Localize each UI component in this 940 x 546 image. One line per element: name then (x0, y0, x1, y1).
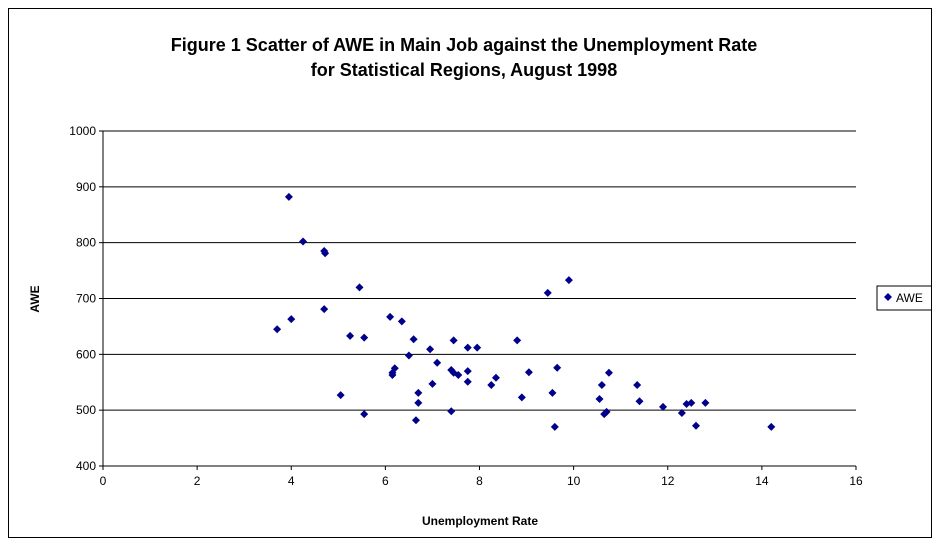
data-point (336, 391, 345, 400)
data-point (602, 407, 611, 416)
y-tick-label: 900 (76, 180, 96, 194)
data-point (284, 192, 293, 201)
data-point (411, 416, 420, 425)
x-tick-label: 12 (661, 474, 675, 488)
data-point (463, 343, 472, 352)
data-point (397, 317, 406, 326)
data-point (635, 397, 644, 406)
data-point (687, 398, 696, 407)
data-point (447, 407, 456, 416)
x-tick-label: 4 (288, 474, 295, 488)
data-point (390, 364, 399, 373)
data-point (553, 363, 562, 372)
data-point (360, 410, 369, 419)
scatter-chart: Figure 1 Scatter of AWE in Main Job agai… (28, 35, 931, 528)
data-point (433, 358, 442, 367)
y-tick-label: 700 (76, 292, 96, 306)
data-point (543, 288, 552, 297)
data-point (463, 377, 472, 386)
data-point (604, 368, 613, 377)
y-tick-label: 1000 (69, 124, 96, 138)
data-point (414, 398, 423, 407)
y-tick-label: 500 (76, 403, 96, 417)
data-point (404, 351, 413, 360)
data-point (517, 393, 526, 402)
y-tick-label: 800 (76, 236, 96, 250)
legend-marker (884, 293, 892, 301)
data-point (595, 395, 604, 403)
y-axis-ticks: 400 500 600 700 800 900 1000 (69, 124, 103, 473)
data-point (487, 381, 496, 390)
data-point (513, 336, 522, 345)
x-tick-label: 2 (194, 474, 201, 488)
data-point (454, 370, 463, 379)
data-point (428, 379, 437, 388)
x-tick-label: 16 (849, 474, 863, 488)
y-tick-label: 400 (76, 459, 96, 473)
data-point (360, 333, 369, 342)
x-tick-label: 0 (100, 474, 107, 488)
data-point (426, 345, 435, 354)
chart-title-line-1: Figure 1 Scatter of AWE in Main Job agai… (171, 35, 757, 55)
data-point (701, 398, 710, 407)
data-point (355, 283, 364, 292)
data-point (346, 331, 355, 340)
chart-frame: Figure 1 Scatter of AWE in Main Job agai… (8, 8, 932, 538)
data-point (677, 408, 686, 417)
data-point (633, 381, 642, 390)
legend-label: AWE (896, 291, 923, 305)
data-point (273, 325, 282, 334)
data-point (463, 367, 472, 376)
x-tick-label: 14 (755, 474, 769, 488)
data-point (449, 336, 458, 345)
gridlines (103, 130, 856, 411)
data-point (386, 312, 395, 321)
x-tick-label: 10 (567, 474, 581, 488)
y-tick-label: 600 (76, 347, 96, 361)
data-point (321, 249, 330, 258)
data-point (691, 421, 700, 430)
x-axis-label: Unemployment Rate (422, 514, 538, 528)
data-point (550, 422, 559, 431)
data-point (548, 388, 557, 397)
data-point (524, 368, 533, 377)
data-point (409, 335, 418, 344)
data-point (659, 402, 668, 411)
y-axis-label: AWE (28, 285, 42, 312)
data-point (320, 305, 329, 314)
data-point (491, 373, 500, 382)
data-point (473, 343, 482, 352)
data-points (273, 192, 776, 431)
data-point (767, 422, 776, 431)
data-point (564, 276, 573, 285)
x-tick-label: 6 (382, 474, 389, 488)
x-axis-ticks: 0 2 4 6 8 10 12 14 16 (100, 466, 863, 488)
chart-title-line-2: for Statistical Regions, August 1998 (311, 60, 617, 80)
data-point (388, 370, 397, 379)
legend: AWE (876, 285, 931, 311)
data-point (299, 237, 308, 246)
data-point (414, 388, 423, 397)
x-tick-label: 8 (476, 474, 483, 488)
data-point (287, 315, 296, 324)
data-point (597, 381, 606, 390)
